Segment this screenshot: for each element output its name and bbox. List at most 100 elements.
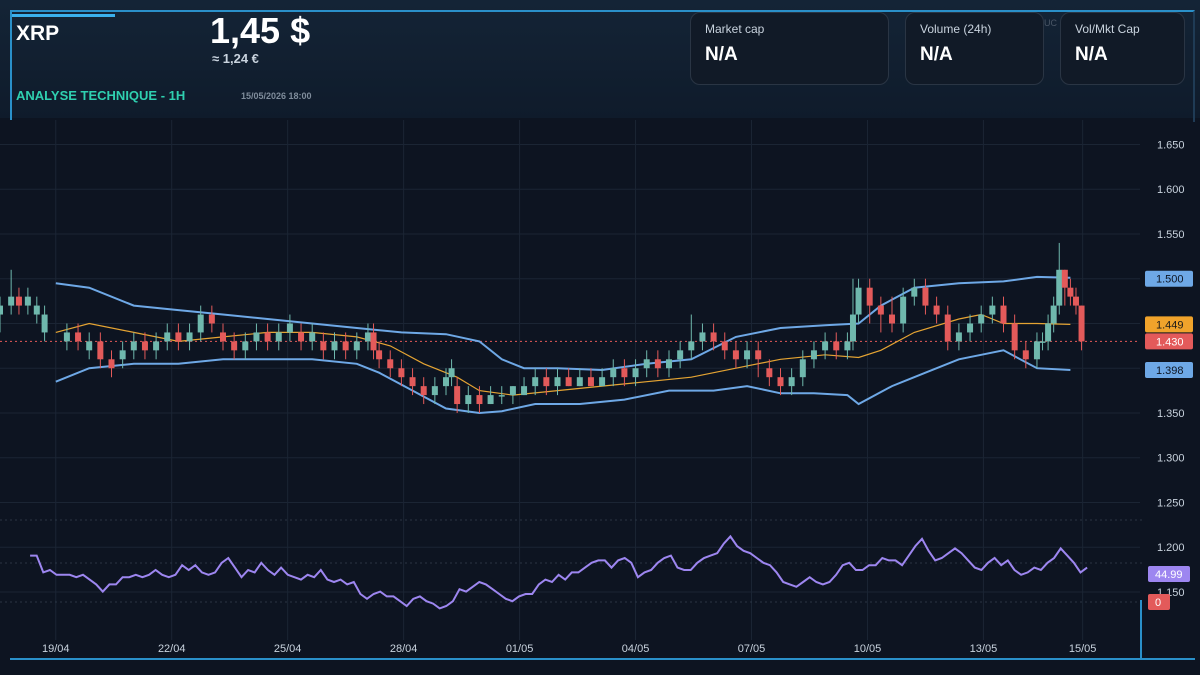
x-tick-label: 10/05 [854,643,882,655]
candle-up [448,368,455,378]
asset-price-eur: ≈ 1,24 € [212,51,259,66]
candle-up [799,359,806,378]
candle-down [175,332,182,342]
card-ghost-text: UC [1044,18,1057,28]
bollinger-lower-line [55,349,1071,415]
x-tick-label: 01/05 [506,643,534,655]
candle-down [97,341,104,360]
candle-up [521,386,528,396]
candle-up [989,305,996,315]
candle-down [777,377,784,387]
analysis-datetime: 15/05/2026 18:00 [241,91,312,101]
plot-background [0,120,1145,660]
candle-up [822,341,829,351]
candle-up [41,314,48,333]
y-tick-label: 1.300 [1157,453,1185,465]
candle-up [911,287,918,297]
price-badge-label: 1.398 [1156,365,1184,377]
candle-down [565,377,572,387]
candle-up [610,368,617,378]
candle-down [231,341,238,351]
candle-up [643,359,650,369]
x-tick-label: 22/04 [158,643,186,655]
asset-symbol: XRP [16,22,60,45]
candle-down [208,314,215,324]
candle-up [0,305,3,315]
candle-down [376,350,383,360]
candle-up [153,341,160,351]
candle-up [24,296,31,306]
candle-up [666,359,672,369]
candle-down [1067,287,1074,297]
candle-up [1033,341,1040,360]
candle-down [409,377,416,387]
market-cap-value: N/A [705,44,738,65]
candle-down [1078,305,1085,342]
candle-up [509,386,516,396]
candle-up [431,386,438,396]
x-tick-label: 13/05 [970,643,998,655]
candle-up [119,350,126,360]
candle-down [889,314,895,324]
candle-up [532,377,539,387]
price-badge-label: 1.430 [1156,336,1184,348]
candle-up [744,350,751,360]
bottom-border [10,658,1195,660]
x-tick-label: 15/05 [1069,643,1097,655]
candle-down [1000,305,1007,324]
candle-down [866,287,873,306]
rsi-value-badge-bg [1148,566,1190,582]
candle-up [487,395,494,405]
candle-down [922,287,929,306]
candle-up [576,377,583,387]
vol-mkt-cap-value: N/A [1075,44,1108,65]
candle-down [108,359,115,369]
candle-up [253,332,260,342]
candle-up [844,341,851,351]
rsi-zero-badge-label: 0 [1155,597,1161,609]
candle-down [264,332,271,342]
candle-up [443,377,449,387]
candle-down [75,332,82,342]
candle-up [186,332,193,342]
candle-down [1061,269,1068,288]
candle-up [978,314,985,324]
analysis-label: ANALYSE TECHNIQUE - 1H [16,88,186,103]
candle-down [420,386,427,396]
candle-down [621,368,628,378]
candle-up [164,332,171,342]
price-badge-label: 1.449 [1156,319,1184,331]
price-badge-bg [1145,362,1193,379]
header-border [10,10,1195,122]
candle-down [342,341,349,351]
candle-up [242,341,249,351]
candle-up [364,332,371,342]
price-badge-bg [1145,333,1193,350]
price-badge-label: 1.500 [1156,274,1184,286]
candle-up [599,377,606,387]
candle-up [465,395,472,405]
candle-up [331,341,338,351]
candle-up [855,287,862,315]
candle-up [8,296,15,306]
candle-down [1022,350,1029,360]
candle-down [587,377,594,387]
candle-up [197,314,204,333]
candle-up [33,305,40,315]
candle-down [1011,323,1018,351]
candle-up [309,332,316,342]
candle-down [721,341,728,351]
candle-down [141,341,148,351]
candle-up [286,323,293,333]
y-tick-label: 1.250 [1157,497,1185,509]
candle-up [554,377,561,387]
candle-up [967,323,974,333]
market-cap-card: Market cap N/A [690,12,889,85]
candle-up [688,341,695,351]
rsi-zero-badge-bg [1148,594,1170,610]
y-tick-label: 1.650 [1157,139,1185,151]
candle-down [476,395,483,405]
y-tick-label: 1.200 [1157,542,1185,554]
